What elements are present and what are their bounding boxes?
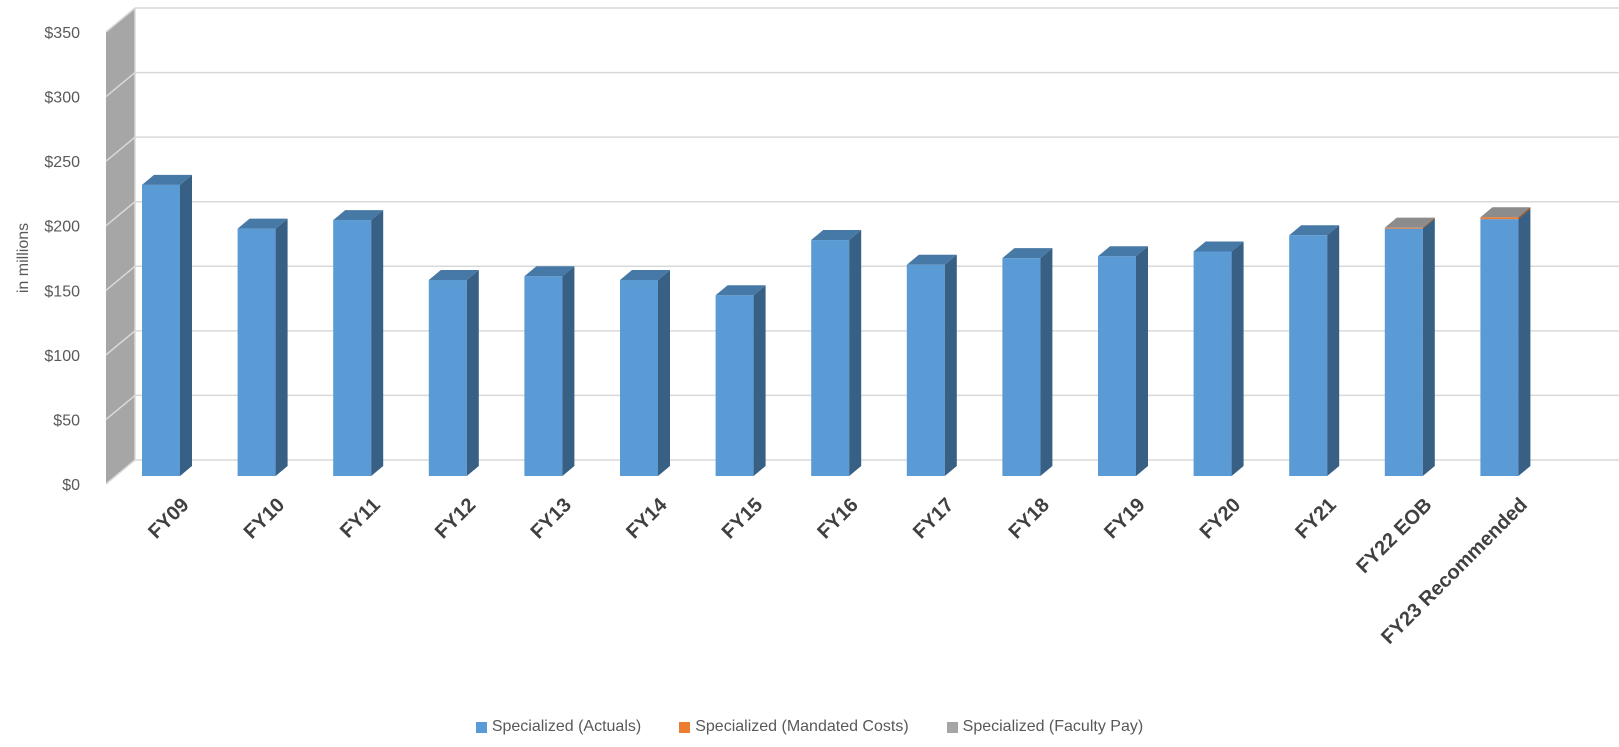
bar-actuals-fy20 [1193,241,1244,476]
wall-gridline [105,394,136,421]
bar-top [1098,246,1148,257]
legend-item: Specialized (Actuals) [475,718,642,736]
x-tick-label: FY22 EOB [1352,494,1436,578]
legend-swatch [946,721,958,733]
legend: Specialized (Actuals) Specialized (Mandat… [0,718,1619,736]
bar-mandated-costs-fy22-eob [1384,217,1435,229]
wall-gridline [105,265,136,291]
bar-actuals-fy11 [333,210,384,476]
bar-top [1002,248,1053,259]
x-tick-label: FY11 [336,494,385,543]
legend-swatch [679,721,691,733]
x-tick-label: FY10 [240,494,289,543]
bar-top [428,270,479,281]
bar-top [906,254,957,265]
bar-top [237,218,288,229]
x-tick-label: FY16 [813,494,862,543]
bar-actuals-fy12 [428,270,479,476]
bar-actuals-fy19 [1098,246,1148,476]
bar-top [1384,217,1435,228]
bar-top [811,230,862,241]
wall-gridline [105,330,136,356]
legend-item: Specialized (Faculty Pay) [946,718,1144,736]
chart: $0 $50 $100 $150 $200 $250 $300 $350 in million… [15,7,1619,649]
x-tick-label: FY09 [144,494,193,543]
y-tick-label: $350 [44,25,80,42]
wall-gridline [105,136,136,162]
y-tick-label: $0 [62,477,80,494]
y-axis-ticks: $0 $50 $100 $150 $200 $250 $300 $350 [44,25,80,494]
y-tick-label: $50 [53,412,80,429]
bar-top [333,210,384,221]
bar-top [1480,207,1531,218]
wall-gridline [105,7,136,33]
bar-actuals-fy15 [715,285,766,476]
bar-actuals-fy17 [906,254,957,476]
bar-actuals-fy09 [142,174,192,477]
x-axis-labels: FY09 FY10 FY11 FY12 FY13 FY14 FY15 FY16 FY17 FY18… [144,493,1532,648]
x-tick-label: FY14 [622,493,672,543]
wall-gridline [105,72,136,98]
legend-item: Specialized (Mandated Costs) [679,718,909,736]
y-tick-label: $250 [44,154,80,171]
y-tick-label: $150 [44,283,80,300]
wall-gridline [105,459,136,485]
bar-actuals-fy13 [524,266,575,476]
bar-actuals-fy14 [620,270,670,476]
bar-top [142,174,192,185]
y-axis-title: in millions [15,223,32,293]
x-tick-label: FY13 [527,494,576,543]
bars [142,174,1531,477]
legend-label: Specialized (Actuals) [491,718,642,735]
bar-actuals-fy23-recommended [1480,209,1531,476]
bar-actuals-fy16 [811,230,862,476]
x-tick-label: FY15 [718,494,767,543]
x-tick-label: FY17 [909,494,958,543]
side-wall [106,8,135,484]
x-tick-label: FY19 [1100,494,1149,543]
y-tick-label: $200 [44,219,80,236]
x-tick-label: FY21 [1291,494,1340,543]
bar-actuals-fy18 [1002,248,1053,476]
bar-actuals-fy22-eob [1384,218,1435,477]
x-tick-label: FY18 [1005,494,1054,543]
legend-label: Specialized (Faculty Pay) [962,718,1144,735]
legend-swatch [475,721,487,733]
bar-top [620,270,670,281]
bar-actuals-fy10 [237,218,288,477]
x-tick-label: FY12 [431,494,480,543]
bar-top [1193,241,1244,252]
legend-label: Specialized (Mandated Costs) [695,718,909,735]
bar-mandated-costs-fy23-recommended [1480,207,1531,220]
bar-top [524,266,575,277]
bar-top [1289,225,1340,236]
y-tick-label: $300 [44,90,80,107]
x-tick-label: FY20 [1196,494,1245,543]
bar-top [715,285,766,296]
y-tick-label: $100 [44,348,80,365]
bar-actuals-fy21 [1289,225,1340,476]
wall-gridline [105,201,136,227]
